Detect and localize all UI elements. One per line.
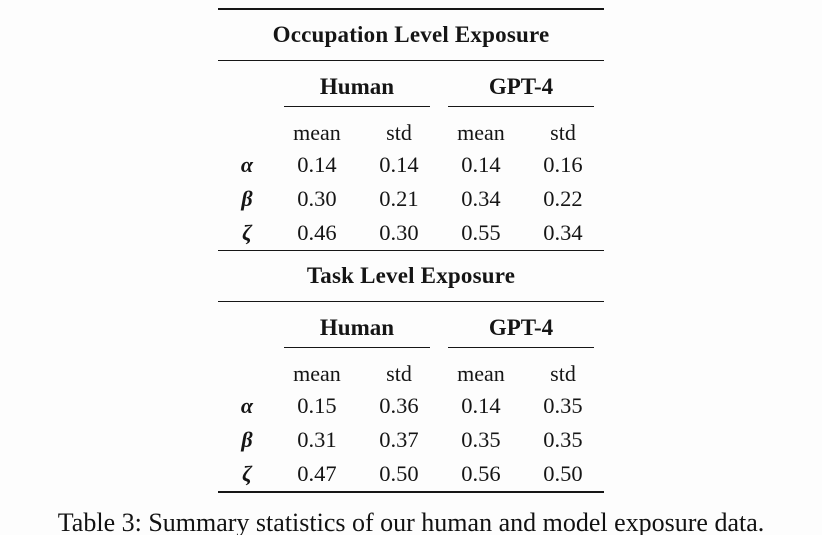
stat-header-human-std: std	[386, 120, 412, 145]
empty-cell	[218, 61, 276, 108]
table-row-alpha: α 0.14 0.14 0.14 0.16	[218, 148, 604, 182]
cell-value: 0.14	[379, 152, 419, 177]
stat-header-human-mean: mean	[293, 120, 341, 145]
cell-value: 0.56	[439, 457, 522, 493]
stat-header-human-mean: mean	[293, 361, 341, 386]
cell-value: 0.55	[439, 216, 522, 251]
row-label-zeta: ζ	[217, 216, 276, 251]
empty-cell	[218, 348, 276, 389]
group-header-row: Human GPT-4	[218, 61, 604, 108]
section-task-level: Task Level Exposure Human GPT-4 mean std…	[217, 250, 604, 493]
cell-value: 0.22	[543, 186, 583, 211]
cell-value: 0.15	[297, 393, 337, 418]
cell-value: 0.31	[297, 427, 337, 452]
cell-value: 0.30	[357, 216, 440, 251]
column-group-gpt4: GPT-4	[447, 74, 594, 107]
stat-header-gpt4-mean: mean	[457, 120, 505, 145]
cell-value: 0.37	[379, 427, 419, 452]
table-caption: Table 3: Summary statistics of our human…	[57, 508, 765, 535]
cell-value: 0.47	[275, 457, 358, 493]
cell-value: 0.50	[357, 457, 440, 493]
column-group-human: Human	[283, 74, 430, 107]
cell-value: 0.21	[379, 186, 419, 211]
group-cell-human: Human	[276, 302, 440, 348]
cell-value: 0.50	[521, 457, 604, 493]
table-row-alpha: α 0.15 0.36 0.14 0.35	[218, 389, 604, 423]
row-label-beta: β	[241, 186, 253, 211]
row-label-alpha: α	[240, 152, 254, 177]
cell-value: 0.34	[521, 216, 604, 251]
row-label-alpha: α	[240, 393, 254, 418]
cell-value: 0.36	[379, 393, 419, 418]
stat-header-gpt4-std: std	[550, 120, 576, 145]
summary-statistics-table: Occupation Level Exposure Human GPT-4 me…	[217, 8, 604, 493]
empty-cell	[218, 302, 276, 349]
section-title-row: Task Level Exposure	[217, 250, 604, 302]
cell-value: 0.35	[543, 393, 583, 418]
cell-value: 0.14	[297, 152, 337, 177]
cell-value: 0.46	[275, 216, 358, 251]
cell-value: 0.16	[543, 152, 583, 177]
group-cell-human: Human	[276, 61, 440, 107]
stat-header-gpt4-std: std	[550, 361, 576, 386]
table-row-beta: β 0.30 0.21 0.34 0.22	[218, 182, 604, 216]
column-group-gpt4: GPT-4	[447, 315, 594, 348]
table-row-beta: β 0.31 0.37 0.35 0.35	[218, 423, 604, 457]
section-title-task: Task Level Exposure	[217, 250, 604, 302]
group-cell-gpt4: GPT-4	[440, 61, 604, 107]
section-title-row: Occupation Level Exposure	[217, 8, 604, 61]
stat-header-human-std: std	[386, 361, 412, 386]
stat-header-gpt4-mean: mean	[457, 361, 505, 386]
stat-header-row: mean std mean std	[218, 107, 604, 148]
table-row-zeta: ζ 0.46 0.30 0.55 0.34	[217, 216, 604, 251]
group-header-row: Human GPT-4	[218, 302, 604, 349]
cell-value: 0.14	[461, 393, 501, 418]
row-label-beta: β	[241, 427, 253, 452]
empty-cell	[218, 107, 276, 148]
cell-value: 0.35	[461, 427, 501, 452]
cell-value: 0.30	[297, 186, 337, 211]
stat-header-row: mean std mean std	[218, 348, 604, 389]
cell-value: 0.34	[461, 186, 501, 211]
section-occupation-level: Occupation Level Exposure Human GPT-4 me…	[217, 8, 604, 251]
cell-value: 0.35	[543, 427, 583, 452]
row-label-zeta: ζ	[217, 457, 276, 493]
table-row-zeta: ζ 0.47 0.50 0.56 0.50	[217, 457, 604, 493]
section-title-occupation: Occupation Level Exposure	[217, 8, 604, 61]
column-group-human: Human	[283, 315, 430, 348]
cell-value: 0.14	[461, 152, 501, 177]
group-cell-gpt4: GPT-4	[440, 302, 604, 348]
